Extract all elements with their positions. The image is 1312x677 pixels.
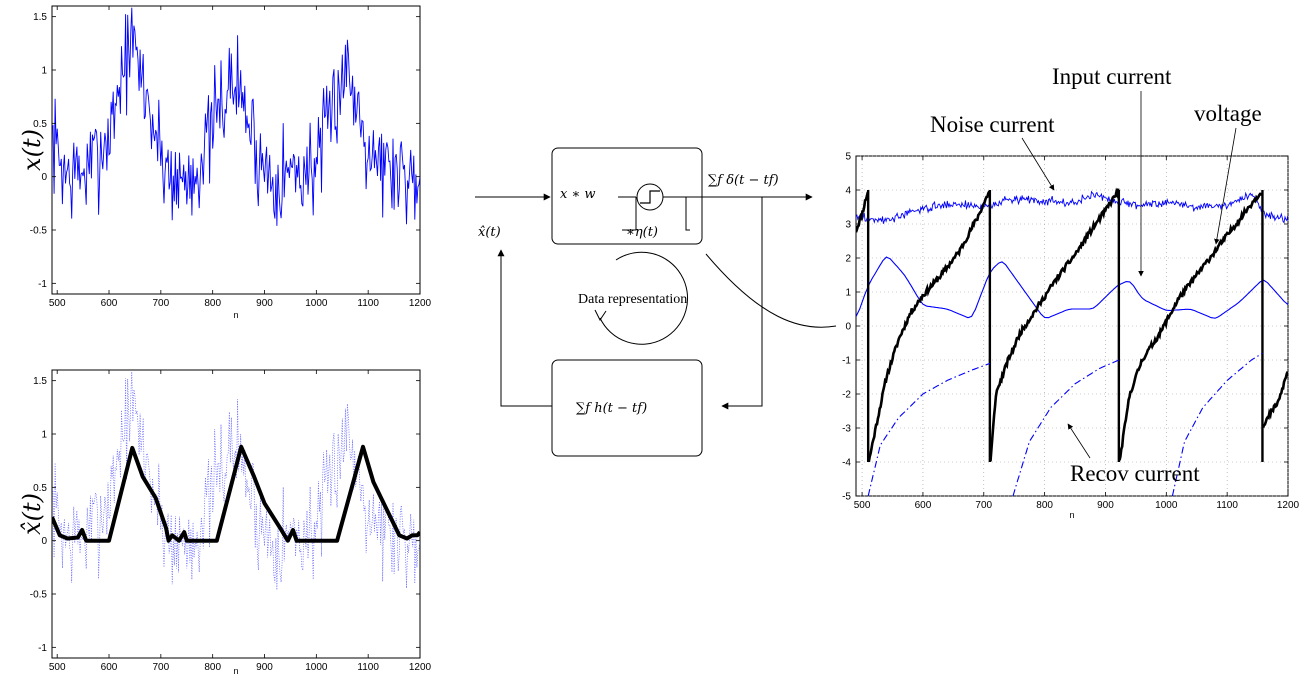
x-tick-label: 700: [153, 298, 170, 309]
x-tick-label: 1000: [1155, 500, 1178, 511]
feedback-arrow: [721, 197, 763, 410]
recov-current-label: Recov current: [1070, 461, 1200, 486]
encoder-conv-label: x ∗ w: [560, 187, 596, 202]
y-tick-label: -0.5: [30, 590, 48, 601]
y-tick-label: 0: [41, 172, 47, 183]
right-plot: 500 600 700 800 900 1000 1100 1200 -5 -4 -3 -2 -1 0 1 2…: [842, 152, 1299, 521]
x-tick-label: 1200: [409, 298, 432, 309]
voltage-series: [989, 187, 1120, 462]
x-tick-label: 600: [101, 662, 118, 673]
x-tick-label: 1200: [1277, 500, 1300, 511]
x-tick-label: 500: [49, 662, 66, 673]
x-tick-label: 500: [49, 298, 66, 309]
reconstruction-arrow: [497, 249, 552, 407]
noise-current-series: [856, 190, 1288, 224]
x-tick-label: 800: [204, 662, 221, 673]
x-tick-label: 500: [854, 500, 871, 511]
encoder-box: [551, 147, 703, 245]
y-tick-label: -1: [38, 643, 47, 654]
y-tick-label: 2: [845, 254, 851, 265]
encoder-kernel-label: ∗η(t): [626, 225, 658, 240]
bottom-left-ylabel: x̂(t): [18, 493, 46, 535]
y-tick-label: -5: [842, 492, 851, 503]
noise-current-pointer: [1021, 137, 1055, 191]
decoder-label: ∑f h(t − tf): [576, 401, 647, 416]
x-tick-label: 1100: [357, 298, 379, 309]
voltage-series: [1261, 371, 1288, 429]
annotations: Input current Noise current voltage Reco…: [930, 64, 1262, 486]
input-current-series: [856, 256, 1288, 319]
x-tick-label: 800: [204, 298, 221, 309]
y-tick-label: -2: [842, 390, 851, 401]
bottom-left-xlabel: n: [233, 666, 238, 676]
y-tick-label: -3: [842, 424, 851, 435]
bottom-left-plot-frame: [51, 369, 421, 659]
spike-train-label: ∑f δ(t − tf): [708, 173, 779, 188]
y-tick-label: 5: [845, 152, 851, 163]
right-xlabel: n: [1069, 510, 1074, 520]
top-left-xlabel: n: [233, 310, 238, 320]
cycle-arrow-icon: [594, 251, 689, 345]
recov-current-series: [1171, 352, 1263, 496]
x-tick-label: 1000: [305, 298, 328, 309]
top-left-plot: 500 600 700 800 900 1000 1100 1200 -1 -0.5 0 0.5 1 1.…: [18, 5, 432, 320]
thick-series: [52, 444, 420, 543]
y-tick-label: 4: [845, 186, 851, 197]
recov-current-series: [1012, 359, 1120, 496]
y-tick-label: 1: [41, 66, 47, 77]
connector-curve: [705, 253, 837, 328]
y-tick-label: -1: [842, 356, 851, 367]
x-tick-label: 900: [256, 298, 273, 309]
decoder-box: [551, 359, 703, 457]
top-left-plot-frame: [51, 5, 421, 295]
y-tick-label: -4: [842, 458, 851, 469]
x-tick-label: 600: [101, 298, 118, 309]
threshold-icon: [636, 183, 664, 211]
input-current-label: Input current: [1052, 64, 1172, 89]
y-tick-label: 0.5: [33, 119, 47, 130]
noisy-series: [52, 7, 420, 226]
noise-current-label: Noise current: [930, 112, 1055, 137]
x-tick-label: 800: [1036, 500, 1053, 511]
y-tick-label: 0: [845, 322, 851, 333]
reconstruction-input-label: x̂(t): [478, 225, 501, 240]
x-tick-label: 900: [1097, 500, 1114, 511]
cycle-label: Data representation: [578, 292, 687, 307]
y-tick-label: -1: [38, 279, 47, 290]
encoder-decoder-diagram: x ∗ w ∗η(t) ∑f δ(t − tf) ∑f h(t − tf) x̂…: [475, 147, 837, 457]
voltage-series: [1118, 192, 1263, 461]
voltage-series: [856, 191, 870, 233]
x-tick-label: 600: [915, 500, 932, 511]
y-tick-label: 0: [41, 536, 47, 547]
y-tick-label: 1.5: [33, 12, 47, 23]
voltage-label: voltage: [1194, 101, 1262, 126]
x-tick-label: 900: [256, 662, 273, 673]
recov-current-series: [867, 362, 991, 496]
x-tick-label: 1100: [357, 662, 379, 673]
x-tick-label: 700: [975, 500, 992, 511]
y-tick-label: 1: [41, 430, 47, 441]
x-tick-label: 1000: [305, 662, 328, 673]
y-tick-label: 1.5: [33, 376, 47, 387]
y-tick-label: 0.5: [33, 483, 47, 494]
y-tick-label: 3: [845, 220, 851, 231]
bottom-left-plot: 500 600 700 800 900 1000 1100 1200 -1 -0.5 0 0.5 1 1.…: [18, 369, 432, 676]
recov-current-pointer: [1067, 423, 1091, 459]
voltage-series: [867, 190, 991, 463]
x-tick-label: 1100: [1216, 500, 1238, 511]
top-left-ylabel: x(t): [18, 129, 46, 171]
voltage-pointer: [1214, 127, 1237, 245]
x-tick-label: 700: [153, 662, 170, 673]
y-tick-label: 1: [845, 288, 851, 299]
y-tick-label: -0.5: [30, 226, 48, 237]
x-tick-label: 1200: [409, 662, 432, 673]
